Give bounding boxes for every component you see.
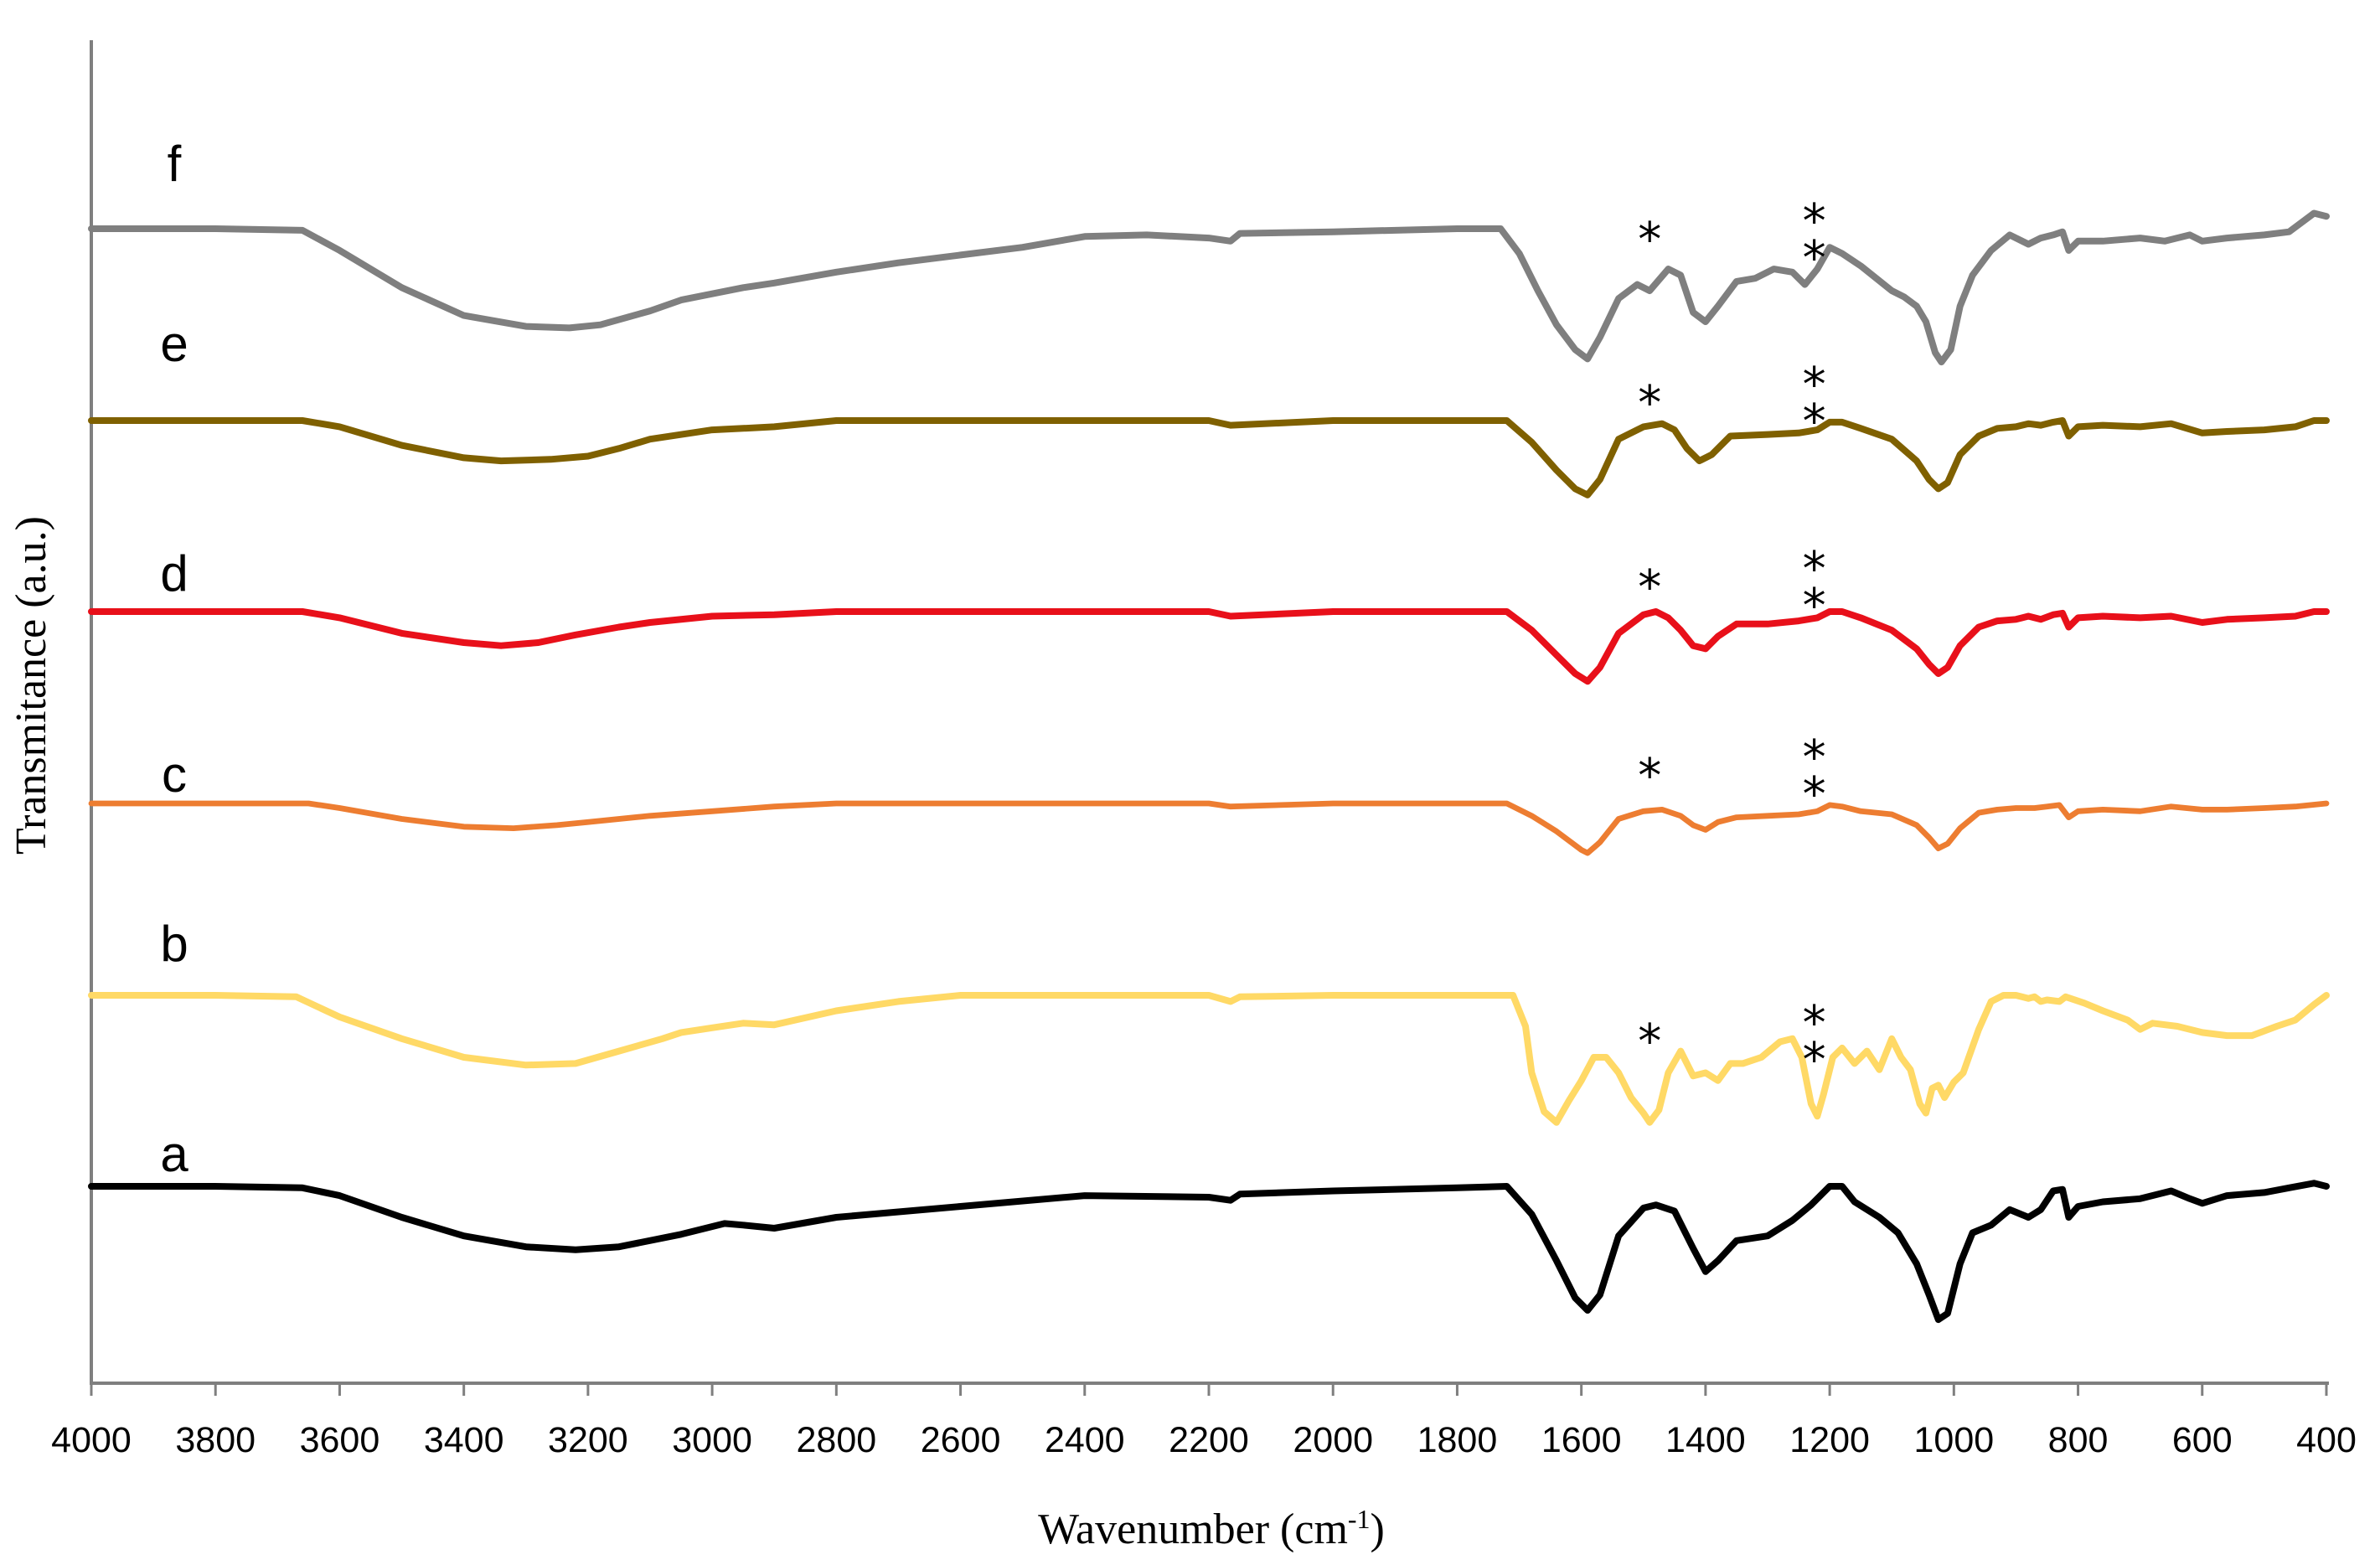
series-f-label: f bbox=[168, 136, 182, 192]
x-tick-label-3600: 3600 bbox=[300, 1420, 380, 1460]
star-double-top-e: * bbox=[1803, 358, 1826, 412]
star-single-b: * bbox=[1638, 1015, 1661, 1069]
series-d-line bbox=[88, 608, 2330, 685]
star-double-bottom-e: * bbox=[1803, 395, 1826, 449]
x-tick-label-1600: 1600 bbox=[1541, 1420, 1622, 1460]
x-tick-label-2600: 2600 bbox=[921, 1420, 1001, 1460]
star-double-bottom-b: * bbox=[1803, 1033, 1826, 1087]
series-c-label: c bbox=[162, 746, 187, 803]
y-axis-title: Transmitance (a.u.) bbox=[8, 516, 55, 855]
x-tick-label-800: 800 bbox=[2048, 1420, 2109, 1460]
x-tick-label-2800: 2800 bbox=[796, 1420, 876, 1460]
series-c-line bbox=[88, 800, 2330, 856]
star-double-top-f: * bbox=[1803, 194, 1826, 249]
x-tick-label-1200: 1200 bbox=[1789, 1420, 1870, 1460]
x-tick-label-1400: 1400 bbox=[1665, 1420, 1746, 1460]
star-single-f: * bbox=[1638, 213, 1661, 267]
x-tick-label-2400: 2400 bbox=[1045, 1420, 1125, 1460]
series-e-label: e bbox=[160, 316, 188, 372]
star-single-e: * bbox=[1638, 376, 1661, 431]
axes: 4000 3800 3600 3400 3200 3000 2800 2600 2400 2200… bbox=[51, 40, 2357, 1460]
star-double-top-b: * bbox=[1803, 996, 1826, 1051]
star-single-c: * bbox=[1638, 749, 1661, 803]
series-d-label: d bbox=[160, 545, 188, 602]
series-a-label: a bbox=[160, 1126, 188, 1182]
series-labels: a b c d e f bbox=[160, 136, 188, 1182]
star-double-bottom-f: * bbox=[1803, 231, 1826, 286]
x-ticks: 4000 3800 3600 3400 3200 3000 2800 2600 2400 2200… bbox=[51, 1383, 2357, 1460]
x-axis-title-sup: -1 bbox=[1348, 1504, 1371, 1534]
x-tick-label-3200: 3200 bbox=[548, 1420, 628, 1460]
series-a-line bbox=[88, 1180, 2330, 1324]
x-tick-label-4000: 4000 bbox=[51, 1420, 132, 1460]
series-b-line bbox=[88, 992, 2330, 1126]
x-tick-label-1000: 1000 bbox=[1913, 1420, 1994, 1460]
peak-markers: * *** *** *** *** ** bbox=[1638, 194, 1825, 1087]
x-tick-label-2200: 2200 bbox=[1169, 1420, 1249, 1460]
x-tick-label-2000: 2000 bbox=[1293, 1420, 1373, 1460]
series-b-label: b bbox=[160, 916, 188, 972]
x-tick-label-400: 400 bbox=[2296, 1420, 2357, 1460]
x-tick-label-1800: 1800 bbox=[1417, 1420, 1498, 1460]
series-f-line bbox=[88, 209, 2330, 366]
x-tick-label-3400: 3400 bbox=[424, 1420, 504, 1460]
star-double-top-c: * bbox=[1803, 731, 1826, 785]
star-double-bottom-c: * bbox=[1803, 767, 1826, 822]
star-double-bottom-d: * bbox=[1803, 579, 1826, 633]
star-double-top-d: * bbox=[1803, 542, 1826, 597]
star-single-d: * bbox=[1638, 560, 1661, 615]
x-tick-label-600: 600 bbox=[2172, 1420, 2233, 1460]
x-axis-title: Wavenumber (cm-1) bbox=[1038, 1504, 1385, 1553]
x-tick-label-3000: 3000 bbox=[672, 1420, 752, 1460]
x-tick-label-3800: 3800 bbox=[175, 1420, 256, 1460]
series-layer bbox=[88, 209, 2330, 1324]
series-e-line bbox=[88, 417, 2330, 498]
